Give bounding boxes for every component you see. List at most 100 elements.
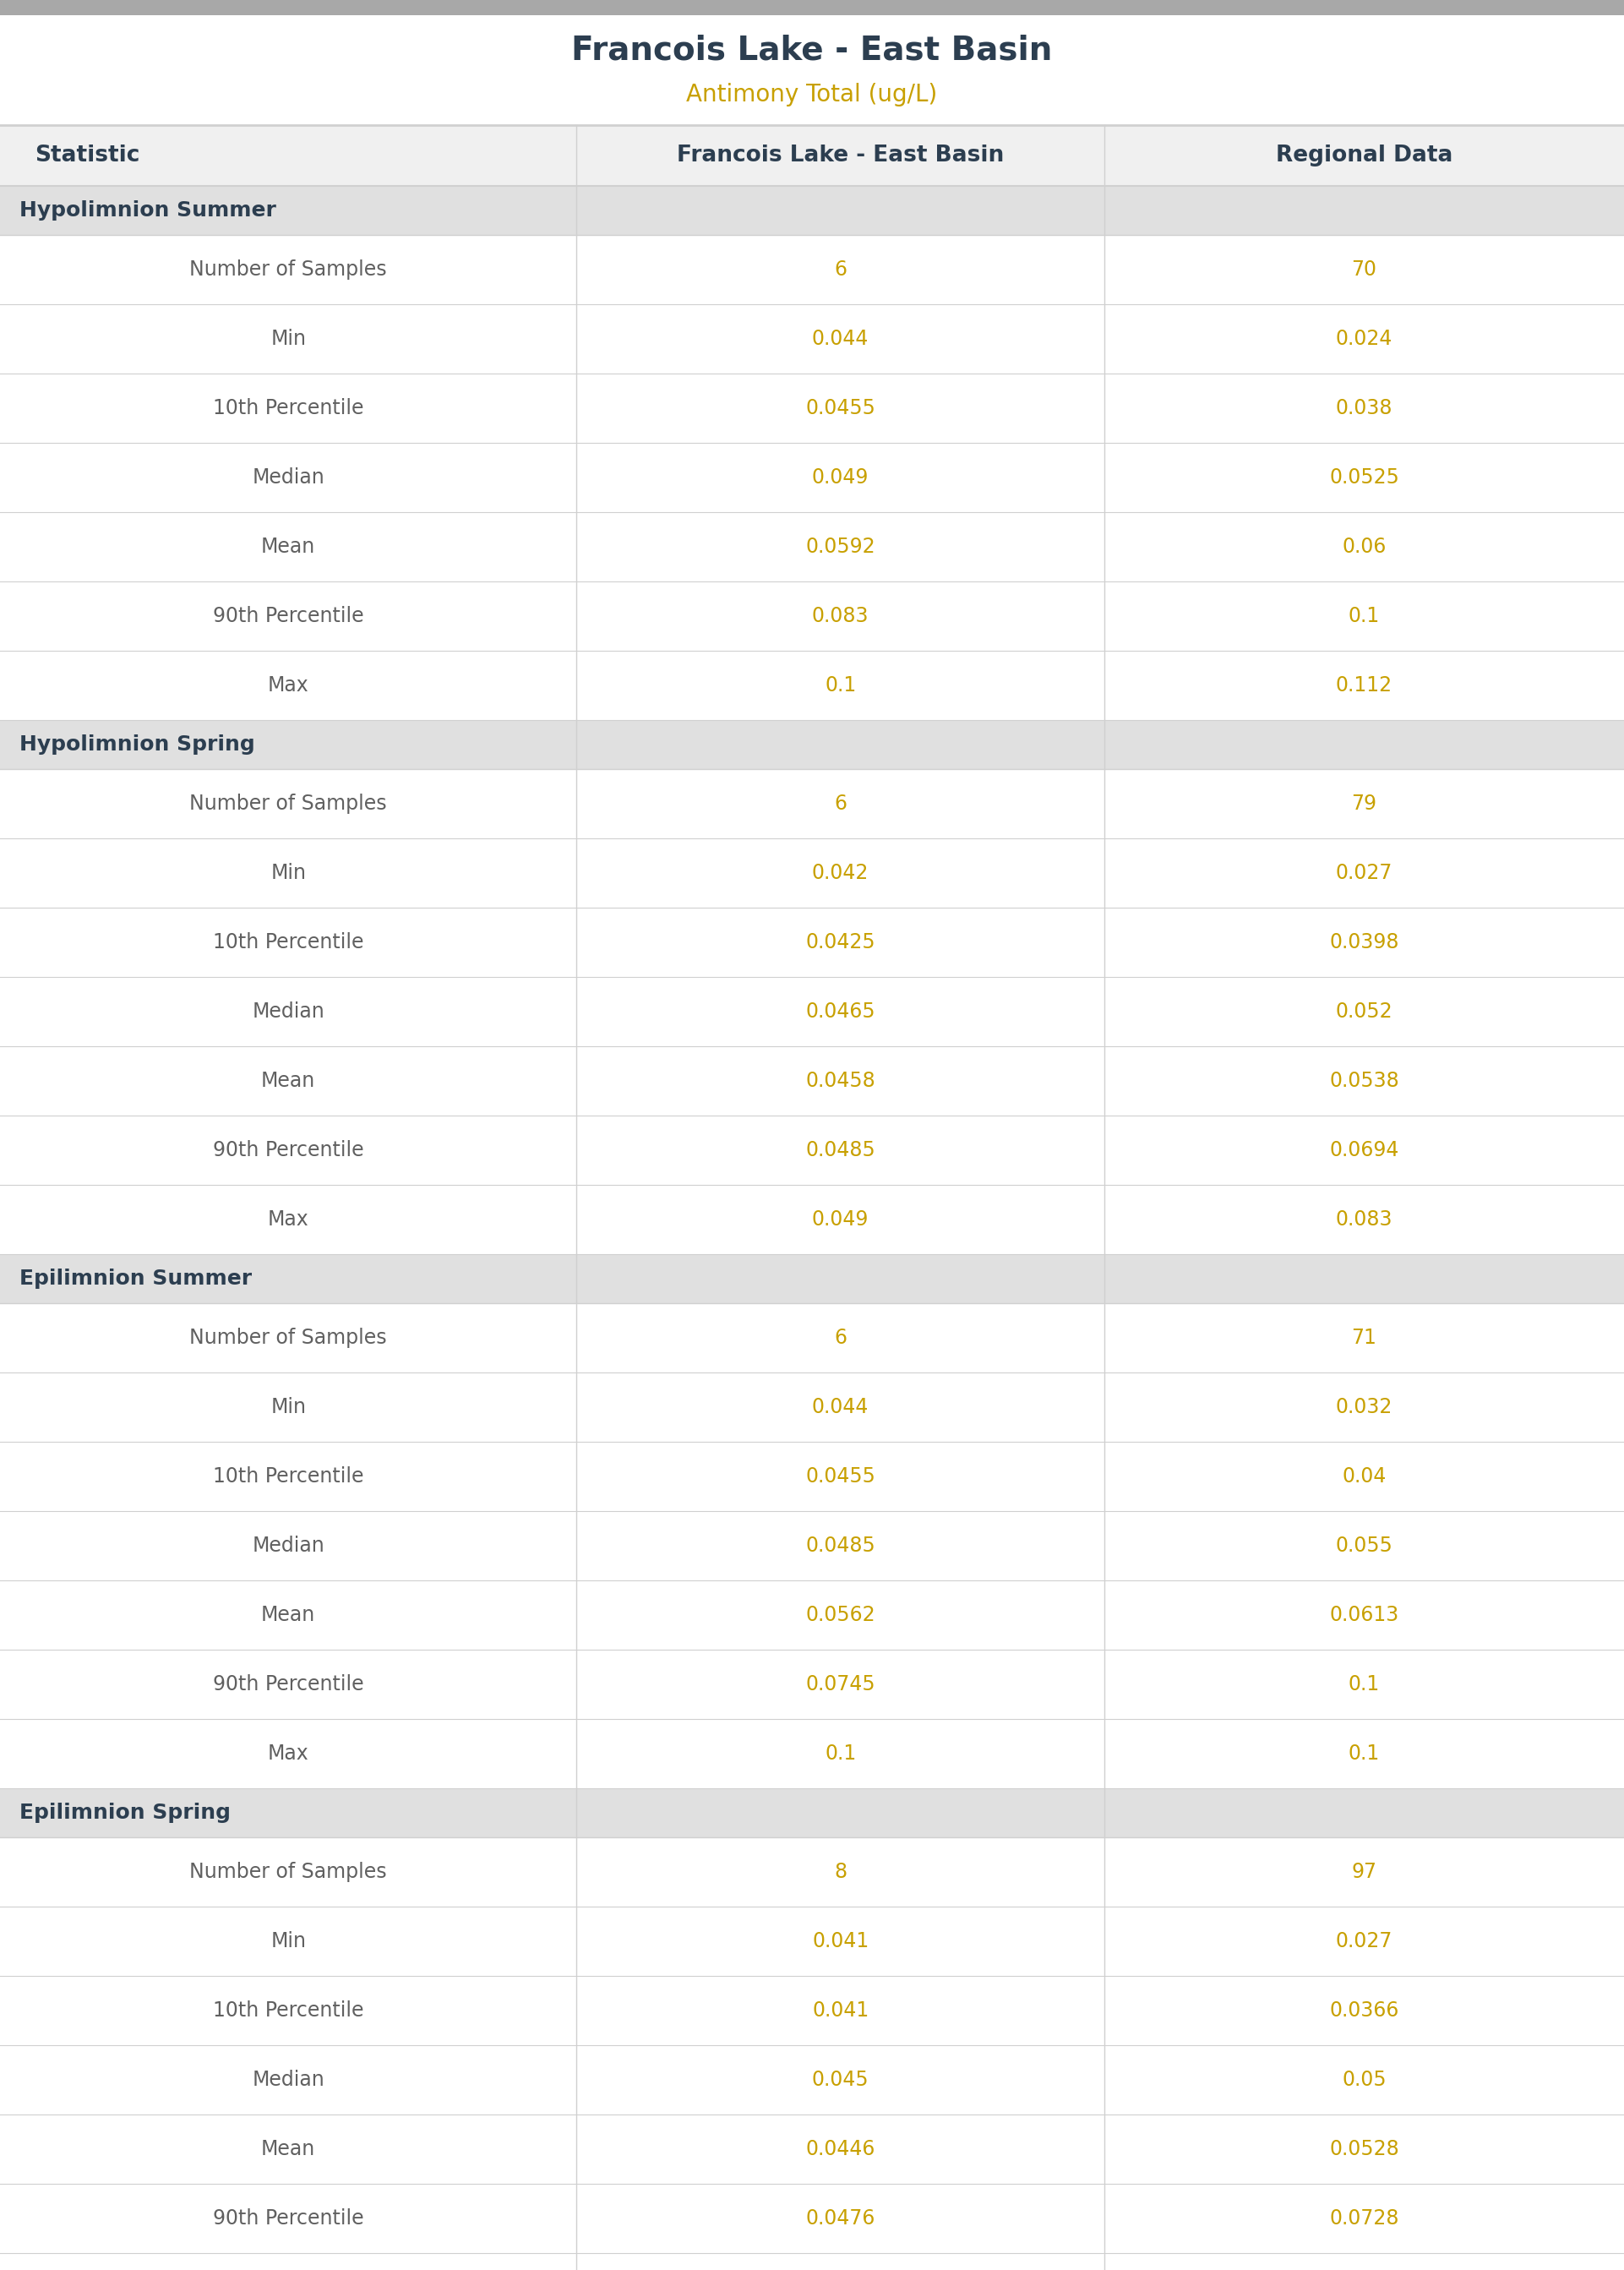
Bar bbox=[0, 651, 1624, 720]
Text: 6: 6 bbox=[835, 794, 846, 815]
Text: Median: Median bbox=[252, 468, 325, 488]
Text: Mean: Mean bbox=[261, 1605, 315, 1625]
Bar bbox=[0, 838, 1624, 908]
Text: 0.112: 0.112 bbox=[1337, 674, 1392, 695]
Text: 0.06: 0.06 bbox=[1341, 536, 1387, 556]
Text: 0.0562: 0.0562 bbox=[806, 1605, 875, 1625]
Text: Min: Min bbox=[271, 1396, 305, 1416]
Text: Min: Min bbox=[271, 863, 305, 883]
Text: 6: 6 bbox=[835, 259, 846, 279]
Text: 90th Percentile: 90th Percentile bbox=[213, 1675, 364, 1693]
Text: Mean: Mean bbox=[261, 2138, 315, 2159]
Bar bbox=[0, 2045, 1624, 2113]
Bar bbox=[0, 2113, 1624, 2184]
Text: 0.0528: 0.0528 bbox=[1328, 2138, 1400, 2159]
Text: 0.0455: 0.0455 bbox=[806, 1466, 875, 1487]
Text: 79: 79 bbox=[1351, 794, 1377, 815]
Text: Epilimnion Summer: Epilimnion Summer bbox=[19, 1269, 252, 1289]
Text: 0.0485: 0.0485 bbox=[806, 1535, 875, 1555]
Text: 0.0476: 0.0476 bbox=[806, 2209, 875, 2229]
Text: 0.0592: 0.0592 bbox=[806, 536, 875, 556]
Bar bbox=[0, 720, 1624, 770]
Text: 0.0613: 0.0613 bbox=[1330, 1605, 1398, 1625]
Text: 0.0455: 0.0455 bbox=[806, 397, 875, 418]
Text: 0.083: 0.083 bbox=[1335, 1210, 1393, 1230]
Text: 0.049: 0.049 bbox=[812, 468, 869, 488]
Bar bbox=[0, 0, 1624, 16]
Bar bbox=[0, 1046, 1624, 1115]
Text: Max: Max bbox=[268, 1743, 309, 1764]
Text: 0.04: 0.04 bbox=[1341, 1466, 1387, 1487]
Bar bbox=[0, 304, 1624, 375]
Text: 0.0446: 0.0446 bbox=[806, 2138, 875, 2159]
Text: 0.038: 0.038 bbox=[1335, 397, 1393, 418]
Bar bbox=[0, 2184, 1624, 2254]
Text: 0.1: 0.1 bbox=[1348, 1675, 1380, 1693]
Bar bbox=[0, 2254, 1624, 2270]
Text: 0.1: 0.1 bbox=[825, 674, 856, 695]
Bar bbox=[0, 1975, 1624, 2045]
Text: 0.0525: 0.0525 bbox=[1328, 468, 1400, 488]
Text: Number of Samples: Number of Samples bbox=[190, 259, 387, 279]
Bar bbox=[0, 513, 1624, 581]
Bar bbox=[0, 976, 1624, 1046]
Text: 0.055: 0.055 bbox=[1335, 1535, 1393, 1555]
Text: Epilimnion Spring: Epilimnion Spring bbox=[19, 1802, 231, 1823]
Bar bbox=[0, 581, 1624, 651]
Text: Max: Max bbox=[268, 674, 309, 695]
Text: Min: Min bbox=[271, 329, 305, 350]
Bar bbox=[0, 1650, 1624, 1718]
Bar bbox=[0, 16, 1624, 125]
Text: 0.0694: 0.0694 bbox=[1330, 1140, 1398, 1160]
Bar bbox=[0, 1441, 1624, 1512]
Text: Antimony Total (ug/L): Antimony Total (ug/L) bbox=[687, 82, 937, 107]
Text: 90th Percentile: 90th Percentile bbox=[213, 606, 364, 627]
Text: 0.049: 0.049 bbox=[812, 1210, 869, 1230]
Text: 71: 71 bbox=[1351, 1328, 1377, 1348]
Text: Min: Min bbox=[271, 1932, 305, 1952]
Text: Regional Data: Regional Data bbox=[1276, 145, 1452, 166]
Bar bbox=[0, 1373, 1624, 1441]
Text: 0.0425: 0.0425 bbox=[806, 933, 875, 953]
Bar bbox=[0, 234, 1624, 304]
Bar bbox=[0, 1512, 1624, 1580]
Text: Max: Max bbox=[268, 1210, 309, 1230]
Text: 10th Percentile: 10th Percentile bbox=[213, 2000, 364, 2020]
Text: 8: 8 bbox=[835, 1861, 846, 1882]
Bar bbox=[0, 1907, 1624, 1975]
Text: 0.024: 0.024 bbox=[1335, 329, 1393, 350]
Text: 0.0728: 0.0728 bbox=[1330, 2209, 1398, 2229]
Text: 0.0465: 0.0465 bbox=[806, 1001, 875, 1022]
Text: Hypolimnion Spring: Hypolimnion Spring bbox=[19, 735, 255, 754]
Text: 0.0745: 0.0745 bbox=[806, 1675, 875, 1693]
Bar bbox=[0, 1253, 1624, 1303]
Text: 0.044: 0.044 bbox=[812, 1396, 869, 1416]
Bar bbox=[0, 1580, 1624, 1650]
Text: 0.042: 0.042 bbox=[812, 863, 869, 883]
Text: 0.027: 0.027 bbox=[1335, 1932, 1393, 1952]
Text: 70: 70 bbox=[1351, 259, 1377, 279]
Text: 0.044: 0.044 bbox=[812, 329, 869, 350]
Text: 10th Percentile: 10th Percentile bbox=[213, 933, 364, 953]
Text: 0.027: 0.027 bbox=[1335, 863, 1393, 883]
Bar bbox=[0, 125, 1624, 186]
Text: 0.0538: 0.0538 bbox=[1328, 1071, 1400, 1092]
Text: 0.1: 0.1 bbox=[825, 1743, 856, 1764]
Bar bbox=[0, 375, 1624, 443]
Text: Number of Samples: Number of Samples bbox=[190, 794, 387, 815]
Bar bbox=[0, 1789, 1624, 1836]
Text: Number of Samples: Number of Samples bbox=[190, 1861, 387, 1882]
Bar bbox=[0, 1115, 1624, 1185]
Text: 0.0398: 0.0398 bbox=[1330, 933, 1398, 953]
Text: 10th Percentile: 10th Percentile bbox=[213, 397, 364, 418]
Bar bbox=[0, 908, 1624, 976]
Text: 90th Percentile: 90th Percentile bbox=[213, 1140, 364, 1160]
Bar bbox=[0, 770, 1624, 838]
Text: 10th Percentile: 10th Percentile bbox=[213, 1466, 364, 1487]
Text: Number of Samples: Number of Samples bbox=[190, 1328, 387, 1348]
Text: Hypolimnion Summer: Hypolimnion Summer bbox=[19, 200, 276, 220]
Text: 0.052: 0.052 bbox=[1335, 1001, 1393, 1022]
Text: 0.05: 0.05 bbox=[1341, 2070, 1387, 2091]
Text: 0.083: 0.083 bbox=[812, 606, 869, 627]
Text: 0.0458: 0.0458 bbox=[806, 1071, 875, 1092]
